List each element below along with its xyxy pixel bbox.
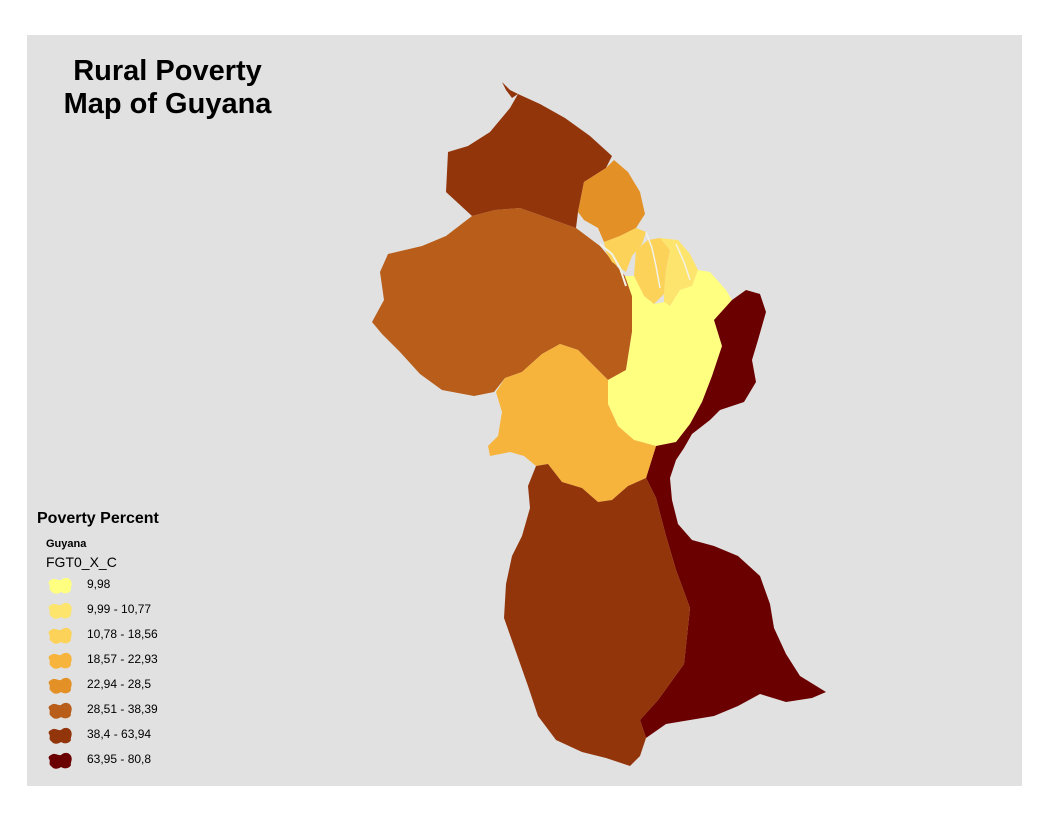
map-title-line-2: Map of Guyana bbox=[63, 88, 272, 120]
region-barima-waini[interactable] bbox=[446, 94, 612, 228]
berbice-river bbox=[675, 243, 691, 281]
legend-item-label: 63,95 - 80,8 bbox=[87, 752, 152, 766]
legend-item: 10,78 - 18,56 bbox=[48, 624, 159, 649]
legend-swatch-icon bbox=[48, 627, 72, 644]
legend-swatch-icon bbox=[48, 602, 72, 619]
essequibo-river bbox=[599, 243, 627, 287]
legend-items: 9,98 9,99 - 10,77 10,78 - 18,56 18,57 - 22,… bbox=[37, 574, 159, 774]
region-cuyuni-mazaruni[interactable] bbox=[372, 208, 632, 396]
legend-item-label: 18,57 - 22,93 bbox=[87, 652, 158, 666]
legend-item-label: 9,98 bbox=[87, 577, 111, 591]
legend-item-label: 38,4 - 63,94 bbox=[87, 727, 152, 741]
legend-item-label: 9,99 - 10,77 bbox=[87, 602, 152, 616]
region-demerara-mahaica[interactable] bbox=[634, 238, 670, 304]
region-potaro-siparuni[interactable] bbox=[488, 344, 656, 502]
map-title-line-1: Rural Poverty bbox=[73, 55, 262, 87]
legend: Poverty Percent Guyana FGT0_X_C 9,98 9,99… bbox=[37, 510, 159, 774]
legend-item-label: 22,94 - 28,5 bbox=[87, 677, 152, 691]
legend-field-name: FGT0_X_C bbox=[46, 554, 117, 570]
region-essequibo-islands[interactable] bbox=[604, 228, 646, 272]
legend-swatch-icon bbox=[48, 752, 72, 769]
legend-layer-name: Guyana bbox=[46, 538, 87, 550]
legend-swatch-icon bbox=[48, 652, 72, 669]
legend-swatch-icon bbox=[48, 577, 72, 594]
barima-river-mouth bbox=[502, 82, 518, 98]
legend-swatch-icon bbox=[48, 702, 72, 719]
demerara-river bbox=[645, 231, 661, 289]
legend-item-label: 28,51 - 38,39 bbox=[87, 702, 158, 716]
region-east-berbice-corentyne[interactable] bbox=[640, 290, 826, 738]
region-mahaica-berbice[interactable] bbox=[660, 238, 698, 306]
legend-item: 28,51 - 38,39 bbox=[48, 699, 159, 724]
legend-item: 22,94 - 28,5 bbox=[48, 674, 159, 699]
region-upper-demerara-berbice[interactable] bbox=[608, 270, 732, 446]
legend-heading: Poverty Percent bbox=[37, 510, 159, 527]
map-title: Rural Poverty Map of Guyana bbox=[40, 55, 295, 121]
legend-item-label: 10,78 - 18,56 bbox=[87, 627, 158, 641]
legend-item: 18,57 - 22,93 bbox=[48, 649, 159, 674]
region-upper-takutu-upper-essequibo[interactable] bbox=[504, 464, 690, 766]
region-pomeroon-supenaam[interactable] bbox=[578, 160, 645, 242]
legend-item: 9,98 bbox=[48, 574, 159, 599]
legend-item: 38,4 - 63,94 bbox=[48, 724, 159, 749]
legend-item: 9,99 - 10,77 bbox=[48, 599, 159, 624]
legend-swatch-icon bbox=[48, 727, 72, 744]
legend-swatch-icon bbox=[48, 677, 72, 694]
legend-item: 63,95 - 80,8 bbox=[48, 749, 159, 774]
